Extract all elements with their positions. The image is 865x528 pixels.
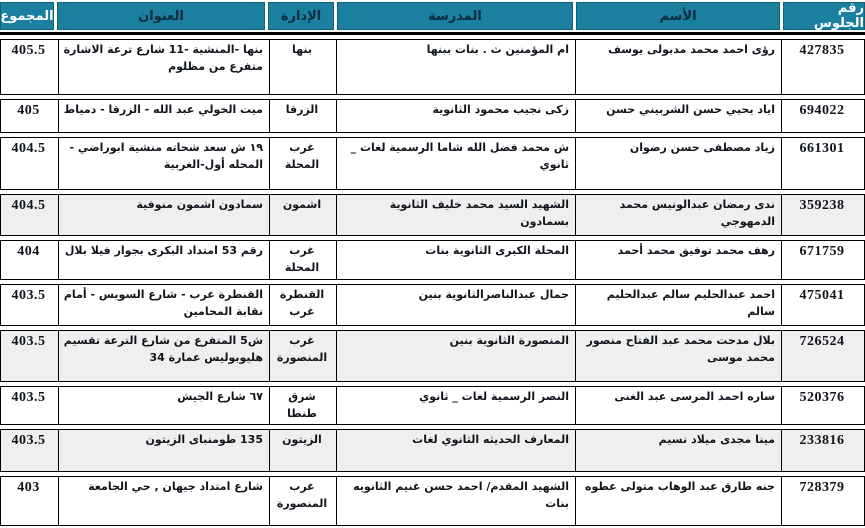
cell-address: ٦٧ شارع الجيش [59, 387, 270, 424]
table-row: 671759 رهف محمد توفيق محمد أحمد المحلة الك… [0, 240, 865, 280]
cell-school: جمال عبدالناصرالثانوية بنين [337, 285, 576, 325]
table-header-row: رقم الجلوس الأسم المدرسة الإدارة العنوان… [0, 1, 865, 31]
cell-admin: غرب المحلة [270, 138, 337, 189]
header-cell-total: المجموع [0, 2, 54, 30]
cell-total-score: 403.5 [1, 430, 59, 471]
cell-total-score: 405 [1, 100, 59, 132]
cell-seat-number: 694022 [799, 103, 845, 118]
cell-seat-number: 233816 [799, 433, 845, 448]
cell-total-score: 403 [1, 477, 59, 525]
cell-address: ميت الخولي عبد الله - الزرقا - دمياط [59, 100, 270, 132]
cell-admin: القنطرة غرب [270, 285, 337, 325]
cell-student-name: زياد مصطفى حسن رضوان [576, 138, 782, 189]
cell-total-score: 405.5 [1, 40, 59, 94]
cell-student-name: رهف محمد توفيق محمد أحمد [576, 241, 782, 279]
cell-seat-number: 671759 [799, 244, 845, 259]
cell-address: شارع امتداد جيهان , حي الجامعة [59, 477, 270, 525]
header-cell-address: العنوان [57, 2, 265, 30]
cell-school: الشهيد السيد محمد خليف الثانوية بسمادون [337, 195, 576, 235]
cell-total-score: 403.5 [1, 387, 59, 424]
cell-student-name: مينا مجدى ميلاد نسيم [576, 430, 782, 471]
cell-school: ش محمد فضل الله شاما الرسمية لغات _ ثانو… [337, 138, 576, 189]
cell-seat-number: 728379 [799, 480, 845, 495]
results-table-body: 427835 رؤى احمد محمد مدبولى يوسف ام المؤمن… [0, 39, 865, 526]
cell-total-score: 404.5 [1, 195, 59, 235]
cell-school: الشهيد المقدم/ احمد حسن غنيم الثانويه بن… [337, 477, 576, 525]
table-row: 233816 مينا مجدى ميلاد نسيم المعارف الحديث… [0, 429, 865, 472]
table-row: 726524 بلال مدحت محمد عبد الفتاح منصور مح… [0, 330, 865, 382]
cell-total-score: 403.5 [1, 331, 59, 381]
cell-address: 135 طومنباى الزيتون [59, 430, 270, 471]
cell-student-name: احمد عبدالحليم سالم عبدالحليم سالم [576, 285, 782, 325]
cell-school: المعارف الحديثه الثانوي لغات [337, 430, 576, 471]
cell-student-name: رؤى احمد محمد مدبولى يوسف [576, 40, 782, 94]
table-row: 661301 زياد مصطفى حسن رضوان ش محمد فضل الل… [0, 137, 865, 190]
cell-address: بنها -المنشية -11 شارع ترعة الاشارة متفر… [59, 40, 270, 94]
cell-admin: شرق طنطا [270, 387, 337, 424]
cell-total-score: 404.5 [1, 138, 59, 189]
table-row: 475041 احمد عبدالحليم سالم عبدالحليم سالم… [0, 284, 865, 326]
table-row: 694022 اياد يحيي حسن الشربيني حسن زكى نجيب… [0, 99, 865, 133]
cell-admin: غرب المنصورة [270, 331, 337, 381]
header-cell-name: الأسم [576, 2, 780, 30]
cell-admin: بنها [270, 40, 337, 94]
cell-seat-number: 661301 [799, 141, 845, 156]
header-cell-admin: الإدارة [268, 2, 334, 30]
table-row: 427835 رؤى احمد محمد مدبولى يوسف ام المؤمن… [0, 39, 865, 95]
cell-seat-number: 520376 [799, 390, 845, 405]
cell-address: القنطرة غرب - شارع السويس - أمام نقابة ا… [59, 285, 270, 325]
cell-total-score: 403.5 [1, 285, 59, 325]
table-row: 728379 جنه طارق عبد الوهاب متولى عطوه الشه… [0, 476, 865, 526]
cell-school: المنصورة الثانوية بنين [337, 331, 576, 381]
cell-admin: غرب المنصورة [270, 477, 337, 525]
cell-admin: الزيتون [270, 430, 337, 471]
cell-address: رقم 53 امتداد البكرى بجوار فيلا بلال [59, 241, 270, 279]
header-cell-school: المدرسة [337, 2, 573, 30]
cell-admin: الزرقا [270, 100, 337, 132]
cell-seat-number: 475041 [799, 288, 845, 303]
header-divider-line [0, 32, 865, 35]
cell-admin: اشمون [270, 195, 337, 235]
cell-seat-number: 359238 [799, 198, 845, 213]
cell-admin: غرب المحلة [270, 241, 337, 279]
cell-address: سمادون اشمون منوفية [59, 195, 270, 235]
cell-school: زكى نجيب محمود الثانوية [337, 100, 576, 132]
cell-school: ام المؤمنين ث . بنات ببنها [337, 40, 576, 94]
cell-school: المحلة الكبرى الثانوية بنات [337, 241, 576, 279]
header-cell-seat-number: رقم الجلوس [783, 1, 865, 31]
cell-student-name: اياد يحيي حسن الشربيني حسن [576, 100, 782, 132]
cell-student-name: ندى رمضان عبدالونيس محمد الدمهوجي [576, 195, 782, 235]
cell-student-name: جنه طارق عبد الوهاب متولى عطوه [576, 477, 782, 525]
cell-total-score: 404 [1, 241, 59, 279]
cell-seat-number: 726524 [799, 334, 845, 349]
cell-seat-number: 427835 [799, 43, 845, 58]
cell-address: ١٩ ش سعد شحاته منشية ابوراضي - المحله أو… [59, 138, 270, 189]
table-row: 359238 ندى رمضان عبدالونيس محمد الدمهوجي ا… [0, 194, 865, 236]
cell-address: ش5 المتفرع من شارع الترعة تقسيم هليوبولي… [59, 331, 270, 381]
cell-student-name: بلال مدحت محمد عبد الفتاح منصور محمد موس… [576, 331, 782, 381]
cell-student-name: ساره احمد المرسى عبد الغنى [576, 387, 782, 424]
table-row: 520376 ساره احمد المرسى عبد الغنى النصر ال… [0, 386, 865, 425]
cell-school: النصر الرسمية لغات _ ثانوي [337, 387, 576, 424]
